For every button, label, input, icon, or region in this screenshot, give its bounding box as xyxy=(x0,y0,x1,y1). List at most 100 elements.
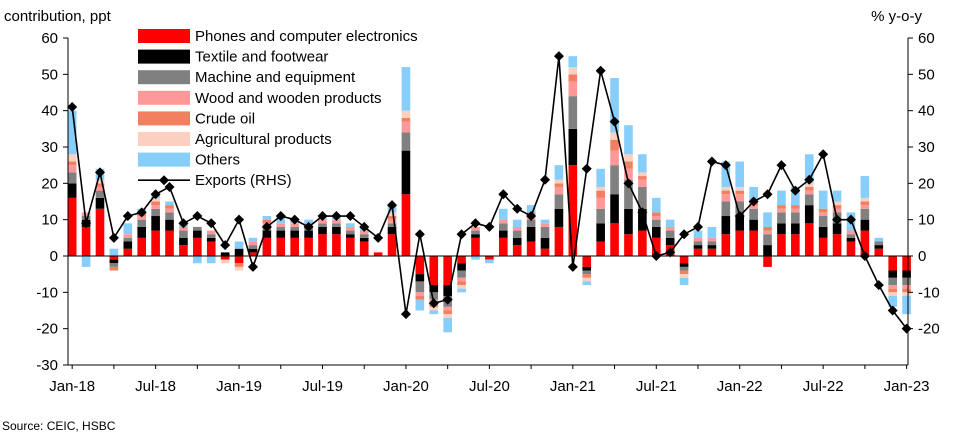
legend-label: Textile and footwear xyxy=(195,49,328,66)
bar-segment xyxy=(443,256,452,286)
exports-marker xyxy=(665,247,676,258)
bar-segment xyxy=(651,212,661,217)
bar-segment xyxy=(332,226,341,235)
right-tick-label: 40 xyxy=(918,103,935,120)
bar-segment xyxy=(318,226,327,235)
bar-segment xyxy=(234,263,244,267)
bar-segment xyxy=(471,230,480,235)
bar-segment xyxy=(179,230,188,238)
bar-segment xyxy=(596,197,605,209)
bar-segment xyxy=(554,208,564,227)
bar-segment xyxy=(693,245,703,249)
bar-segment xyxy=(832,208,842,213)
bar-segment xyxy=(540,226,550,238)
bar-segment xyxy=(248,248,258,253)
left-axis-title: contribution, ppt xyxy=(4,8,112,25)
bar-segment xyxy=(721,234,731,256)
bar-segment xyxy=(498,208,508,220)
exports-marker xyxy=(748,196,759,207)
bar-segment xyxy=(457,256,466,264)
bar-segment xyxy=(193,237,202,256)
bar-segment xyxy=(429,256,439,286)
bar-segment xyxy=(193,230,202,238)
bar-segment xyxy=(262,219,272,224)
exports-marker xyxy=(303,221,314,232)
bar-segment xyxy=(638,208,647,231)
bar-segment xyxy=(624,125,633,155)
exports-marker xyxy=(498,189,509,200)
bar-segment xyxy=(888,256,898,271)
source-note: Source: CEIC, HSBC xyxy=(2,419,116,433)
exports-marker xyxy=(373,232,384,243)
bar-segment xyxy=(443,306,452,311)
bar-segment xyxy=(276,237,286,256)
bar-segment xyxy=(888,292,898,296)
left-tick-label: 20 xyxy=(41,175,58,192)
bar-segment xyxy=(443,310,452,315)
bar-segment xyxy=(749,219,758,231)
bar-segment xyxy=(804,190,814,195)
exports-marker xyxy=(845,214,856,225)
bar-segment xyxy=(346,230,355,235)
exports-marker xyxy=(234,214,245,225)
legend-label: Others xyxy=(195,152,240,169)
bar-segment xyxy=(81,212,91,217)
bar-segment xyxy=(220,256,230,260)
exports-marker xyxy=(873,280,884,291)
bar-segment xyxy=(902,277,911,286)
bar-segment xyxy=(429,292,439,300)
bar-segment xyxy=(95,190,105,198)
exports-marker xyxy=(428,298,439,309)
bar-segment xyxy=(95,183,105,187)
bar-segment xyxy=(874,248,884,256)
bar-segment xyxy=(67,172,77,184)
bar-segment xyxy=(290,237,299,256)
bar-segment xyxy=(457,288,466,293)
legend-swatch xyxy=(138,132,190,146)
bar-segment xyxy=(554,186,564,195)
bar-segment xyxy=(791,223,800,235)
right-axis-title: % y-o-y xyxy=(871,8,922,25)
bar-segment xyxy=(248,237,258,242)
bar-segment xyxy=(902,270,911,278)
exports-marker xyxy=(762,189,773,200)
bar-segment xyxy=(498,237,508,256)
legend-swatch xyxy=(138,111,190,126)
legend: Phones and computer electronics Textile a… xyxy=(138,28,418,189)
bar-segment xyxy=(902,295,911,315)
bar-segment xyxy=(610,194,619,224)
bar-segment xyxy=(693,230,703,238)
bar-segment xyxy=(554,179,564,184)
bar-segment xyxy=(804,186,814,191)
bar-segment xyxy=(665,219,675,227)
bar-segment xyxy=(721,201,731,217)
bar-segment xyxy=(832,190,842,202)
exports-marker xyxy=(261,221,272,232)
bar-segment xyxy=(860,176,870,198)
exports-marker xyxy=(150,189,161,200)
exports-marker xyxy=(720,160,731,171)
bar-segment xyxy=(624,161,633,169)
bar-segment xyxy=(888,270,898,278)
exports-marker xyxy=(679,229,690,240)
bar-segment xyxy=(401,150,411,195)
bar-segment xyxy=(860,219,870,231)
bar-segment xyxy=(123,237,133,242)
bar-segment xyxy=(471,226,480,231)
bar-segment xyxy=(902,256,911,271)
bar-segment xyxy=(123,223,133,235)
bar-segment xyxy=(415,256,425,275)
bar-segment xyxy=(749,208,758,220)
bar-segment xyxy=(67,161,77,166)
bar-segment xyxy=(735,190,745,195)
x-tick-label: Jul-18 xyxy=(135,378,176,395)
bar-segment xyxy=(610,132,619,140)
left-tick-label: 30 xyxy=(41,139,58,156)
right-tick-label: 10 xyxy=(918,212,935,229)
bar-segment xyxy=(109,266,119,271)
bar-segment xyxy=(179,245,188,256)
exports-marker xyxy=(81,218,92,229)
bar-segment xyxy=(387,219,397,224)
exports-marker xyxy=(804,174,815,185)
bar-segment xyxy=(457,285,466,289)
